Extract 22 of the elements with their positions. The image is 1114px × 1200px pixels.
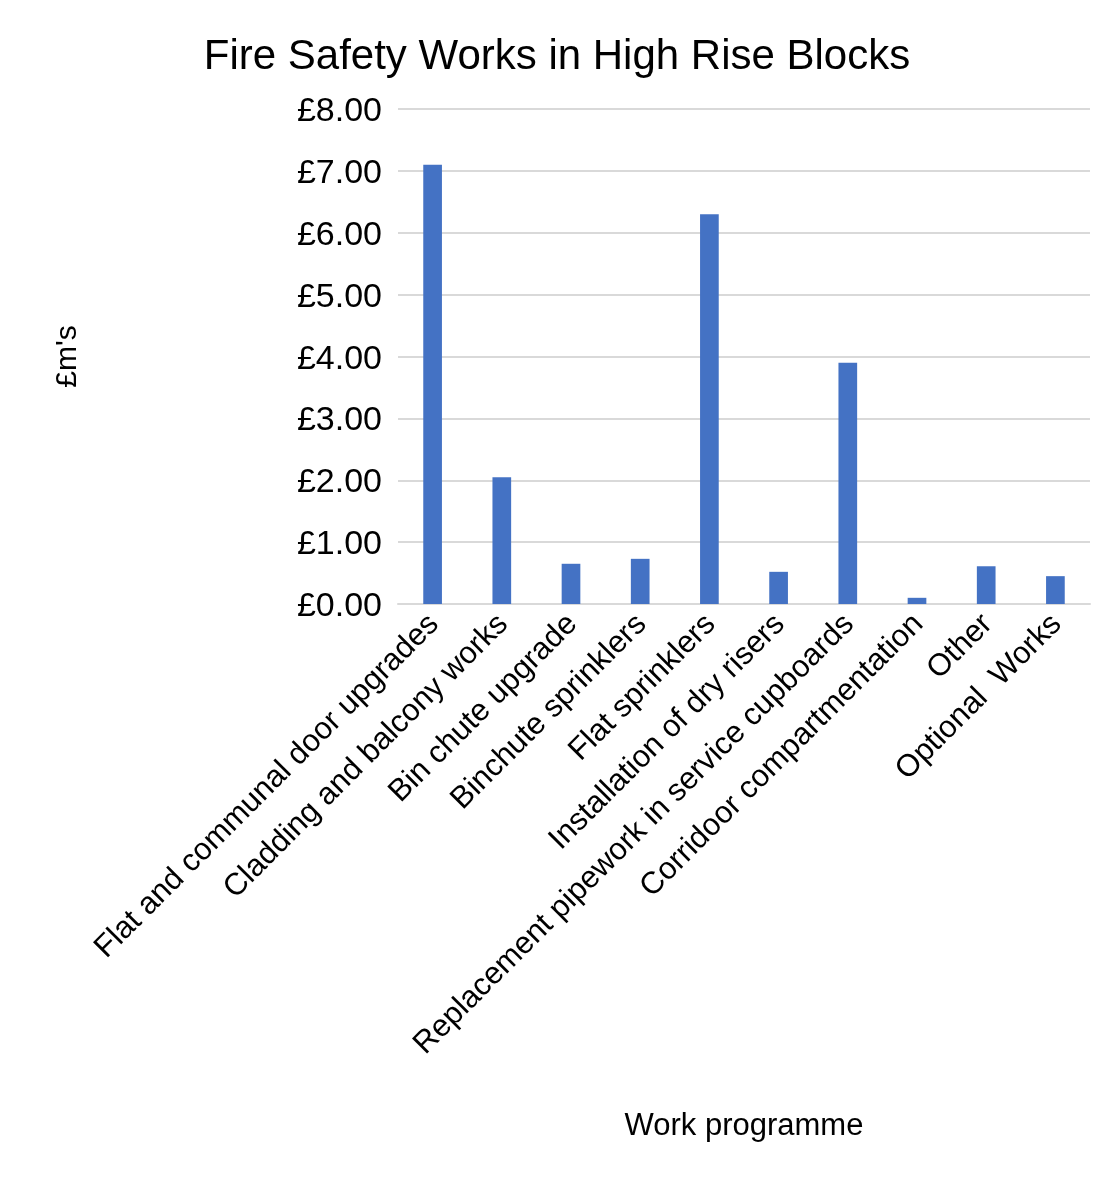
y-tick-label: £8.00: [296, 90, 382, 128]
y-tick-label: £6.00: [296, 213, 382, 252]
bar: [561, 563, 581, 604]
y-tick-label: £7.00: [296, 151, 382, 190]
bar: [769, 571, 788, 604]
x-axis-title: Work programme: [624, 1107, 864, 1142]
y-tick-label: £0.00: [296, 585, 382, 623]
bar: [630, 558, 650, 604]
y-axis-title: £m's: [48, 325, 82, 388]
y-tick-label: £2.00: [296, 461, 382, 500]
chart-title: Fire Safety Works in High Rise Blocks: [203, 30, 911, 78]
bar: [907, 597, 927, 604]
bar: [700, 214, 719, 604]
y-tick-label: £1.00: [296, 523, 382, 562]
bar: [492, 477, 512, 604]
y-tick-label: £5.00: [296, 275, 382, 314]
y-tick-label: £3.00: [296, 399, 382, 438]
bar: [976, 566, 996, 604]
y-tick-label: £4.00: [296, 337, 382, 376]
bar: [838, 362, 858, 604]
bar: [1046, 576, 1065, 604]
bar: [423, 164, 442, 604]
